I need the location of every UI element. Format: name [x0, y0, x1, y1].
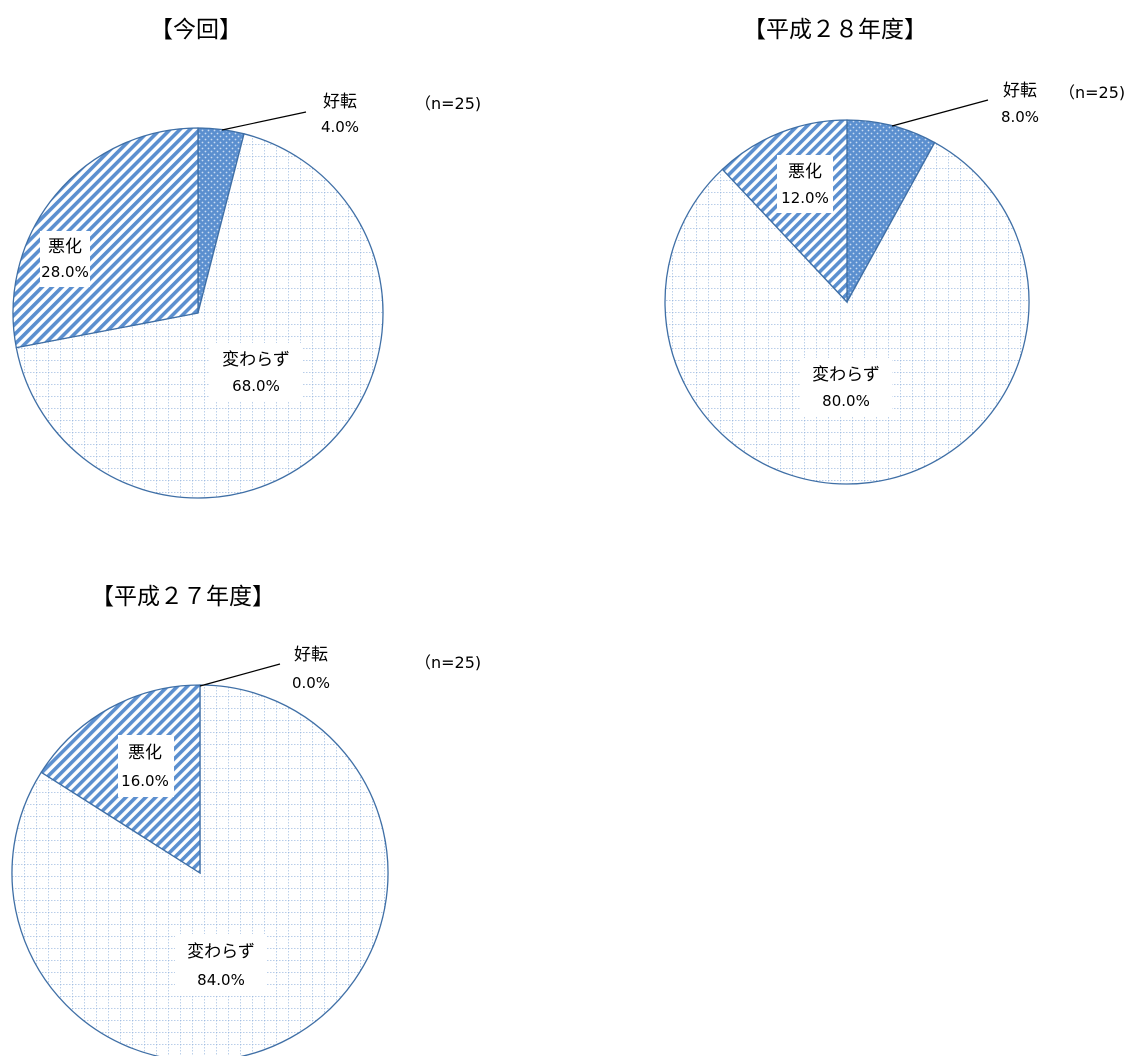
label-improve: 好転 — [294, 645, 328, 665]
n-label: （n=25) — [1059, 83, 1125, 102]
chart-title: 【平成２７年度】 — [91, 584, 275, 610]
value-unchanged: 68.0% — [232, 377, 280, 395]
label-unchanged: 変わらず — [187, 942, 255, 962]
slice-worse — [12, 127, 199, 349]
value-unchanged: 84.0% — [197, 971, 245, 989]
label-bg-worse — [40, 231, 90, 287]
label-bg-unchanged — [800, 358, 892, 416]
pie-chart-current: 【今回】 好転 4.0% （n=25) 悪化 28.0% 変わらず 68.0% — [12, 17, 481, 499]
label-bg-worse — [777, 155, 833, 213]
value-improve: 0.0% — [292, 674, 330, 692]
slice-unchanged — [664, 141, 1030, 485]
value-worse: 12.0% — [781, 189, 829, 207]
label-unchanged: 変わらず — [812, 365, 880, 385]
label-improve: 好転 — [323, 92, 357, 112]
leader-line-improve — [221, 111, 307, 131]
leader-line-improve — [891, 99, 989, 127]
label-unchanged: 変わらず — [222, 350, 290, 370]
label-bg-worse — [118, 735, 174, 797]
n-label: （n=25) — [415, 653, 481, 672]
value-improve: 8.0% — [1001, 108, 1039, 126]
leader-line-improve — [199, 663, 281, 687]
value-unchanged: 80.0% — [822, 392, 870, 410]
label-improve: 好転 — [1003, 81, 1037, 101]
pie-slices — [11, 684, 389, 1056]
value-improve: 4.0% — [321, 118, 359, 136]
n-label: （n=25) — [415, 94, 481, 113]
pie-slices — [664, 119, 1030, 485]
pie-chart-h27: 【平成２７年度】 好転 0.0% （n=25) 悪化 16.0% 変わらず 84… — [11, 584, 481, 1056]
pie-slices — [12, 127, 384, 499]
value-worse: 16.0% — [121, 772, 169, 790]
chart-title: 【今回】 — [150, 17, 242, 43]
pie-chart-h28: 【平成２８年度】 好転 8.0% （n=25) 悪化 12.0% 変わらず 80… — [664, 17, 1125, 485]
label-worse: 悪化 — [788, 162, 822, 182]
chart-title: 【平成２８年度】 — [743, 17, 927, 43]
value-worse: 28.0% — [41, 263, 89, 281]
slice-unchanged — [15, 133, 384, 499]
label-bg-unchanged — [175, 934, 267, 996]
label-bg-unchanged — [210, 343, 302, 401]
label-worse: 悪化 — [128, 743, 162, 763]
label-worse: 悪化 — [48, 237, 82, 257]
